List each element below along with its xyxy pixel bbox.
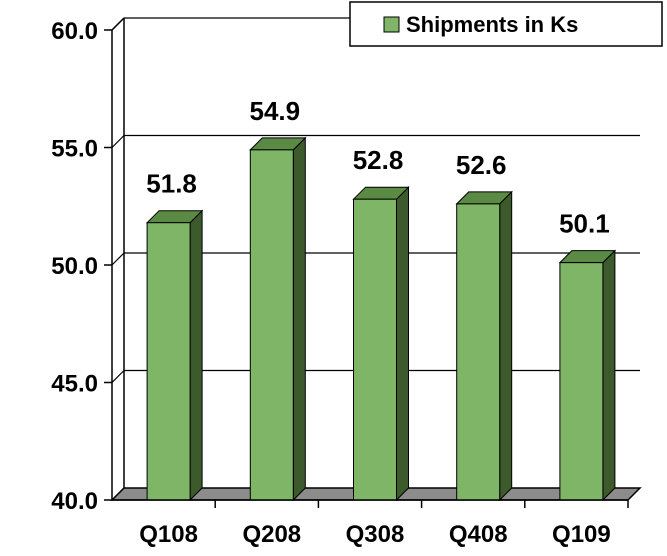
bar-side-face [499, 190, 513, 502]
x-tick-label: Q308 [346, 521, 405, 548]
data-label: 50.1 [559, 209, 610, 239]
bar-side-face [189, 209, 203, 502]
bar-side-face [396, 185, 409, 502]
data-label: 52.8 [353, 145, 404, 175]
y-tick-label: 60.0 [51, 18, 98, 45]
bar [352, 185, 410, 502]
bar [558, 249, 617, 502]
bar [145, 209, 204, 502]
x-tick-label: Q408 [449, 521, 508, 548]
legend-box [349, 1, 663, 47]
wall-tick [111, 135, 125, 148]
x-axis-ticks: Q108 Q208 Q308 Q408 Q109 [112, 499, 629, 548]
bar-front-face [559, 262, 604, 501]
bar [455, 190, 513, 502]
x-tick-label: Q208 [242, 521, 301, 548]
data-label: 52.6 [456, 150, 507, 180]
legend: Shipments in Ks [349, 1, 663, 47]
bars [145, 136, 617, 502]
wall-tick [111, 370, 125, 383]
bar-front-face [146, 222, 191, 501]
bar [249, 136, 307, 502]
y-tick-label: 55.0 [51, 136, 98, 163]
legend-swatch [383, 16, 400, 33]
bar-front-face [249, 149, 294, 501]
bar-side-face [602, 249, 616, 502]
bar-front-face [353, 198, 397, 501]
y-tick-label: 50.0 [51, 253, 98, 280]
wall-tick [111, 252, 125, 266]
y-tick-label: 45.0 [51, 371, 98, 398]
bar-side-face [292, 136, 306, 502]
wall-tick [111, 17, 125, 31]
legend-label: Shipments in Ks [406, 12, 578, 37]
data-label: 54.9 [249, 96, 300, 126]
y-axis-ticks: 40.0 45.0 50.0 55.0 60.0 [51, 18, 112, 515]
data-labels: 51.8 54.9 52.8 52.6 50.1 [146, 96, 609, 239]
data-label: 51.8 [146, 169, 197, 199]
y-tick-label: 40.0 [51, 488, 98, 515]
wall-tick [111, 487, 125, 501]
bar-front-face [456, 203, 501, 501]
x-tick-label: Q108 [139, 521, 198, 548]
x-tick-label: Q109 [552, 521, 611, 548]
